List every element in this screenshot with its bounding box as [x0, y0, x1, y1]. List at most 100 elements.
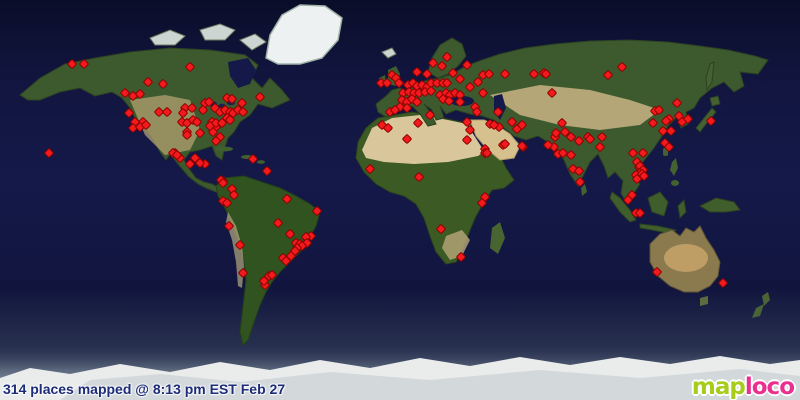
- location-dot: [394, 78, 404, 88]
- location-dot: [672, 98, 682, 108]
- location-dot: [224, 221, 234, 231]
- location-dot: [382, 78, 392, 88]
- location-dot: [185, 62, 195, 72]
- location-dot: [455, 74, 465, 84]
- location-dot: [585, 134, 595, 144]
- location-dot: [143, 77, 153, 87]
- location-dot: [617, 62, 627, 72]
- central-asia-desert: [490, 85, 660, 130]
- location-dot: [595, 142, 605, 152]
- location-dot: [566, 132, 576, 142]
- location-dot: [262, 166, 272, 176]
- location-dot: [442, 52, 452, 62]
- new-zealand: [752, 292, 770, 318]
- location-dot: [44, 148, 54, 158]
- location-dot: [639, 171, 649, 181]
- location-dot: [178, 108, 188, 118]
- location-dot: [436, 224, 446, 234]
- location-dot: [472, 107, 482, 117]
- location-dot: [281, 256, 291, 266]
- location-dot: [455, 97, 465, 107]
- location-dot: [192, 117, 202, 127]
- location-dot: [541, 69, 551, 79]
- location-dot: [141, 120, 151, 130]
- logo-loco-text: loco: [744, 374, 795, 400]
- location-dot: [195, 158, 205, 168]
- location-dot: [255, 92, 265, 102]
- location-dot: [204, 97, 214, 107]
- location-dot: [222, 198, 232, 208]
- location-dot: [551, 128, 561, 138]
- location-dot: [227, 94, 237, 104]
- location-dot: [225, 115, 235, 125]
- location-dot: [666, 126, 676, 136]
- sahara-desert: [362, 115, 492, 164]
- location-dot: [282, 194, 292, 204]
- location-dot: [482, 148, 492, 158]
- australia-outback: [664, 244, 708, 272]
- kalahari-desert: [442, 230, 470, 260]
- location-dot: [664, 142, 674, 152]
- location-dot: [414, 172, 424, 182]
- location-dot: [187, 103, 197, 113]
- location-dot: [574, 166, 584, 176]
- location-dot: [259, 276, 269, 286]
- location-dot: [425, 110, 435, 120]
- location-dot: [547, 88, 557, 98]
- hudson-bay: [228, 58, 256, 88]
- location-dot: [128, 123, 138, 133]
- location-dot: [507, 117, 517, 127]
- location-dot: [365, 164, 375, 174]
- location-dot: [529, 69, 539, 79]
- location-dot: [376, 78, 386, 88]
- location-dot: [635, 208, 645, 218]
- location-dot: [558, 148, 568, 158]
- location-dot: [432, 78, 442, 88]
- location-dot: [198, 105, 208, 115]
- greenland: [265, 4, 343, 65]
- location-dot: [217, 118, 227, 128]
- location-dot: [195, 128, 205, 138]
- location-dot: [493, 107, 503, 117]
- location-dot: [182, 130, 192, 140]
- location-dot: [462, 135, 472, 145]
- philippines: [670, 158, 679, 186]
- sri-lanka: [581, 184, 587, 196]
- japan: [695, 61, 721, 133]
- location-dot: [426, 86, 436, 96]
- arctic-islands: [149, 23, 397, 59]
- location-dot: [120, 88, 130, 98]
- location-dot: [484, 69, 494, 79]
- location-dot: [456, 252, 466, 262]
- location-dot: [412, 67, 422, 77]
- location-dot: [390, 105, 400, 115]
- location-dot: [557, 118, 567, 128]
- location-dot: [603, 70, 613, 80]
- maploco-logo[interactable]: maploco: [692, 374, 795, 400]
- location-dot: [477, 198, 487, 208]
- location-dot: [402, 134, 412, 144]
- indonesia: [609, 191, 741, 235]
- location-dot: [574, 136, 584, 146]
- location-dot: [172, 150, 182, 160]
- location-dot: [428, 58, 438, 68]
- location-dot: [154, 107, 164, 117]
- location-dot: [465, 125, 475, 135]
- location-dot: [654, 105, 664, 115]
- location-dot: [248, 154, 258, 164]
- location-dot: [124, 108, 134, 118]
- andes-ridge: [226, 212, 244, 288]
- location-dot: [500, 69, 510, 79]
- location-dot: [285, 229, 295, 239]
- location-dots: [44, 52, 728, 290]
- location-dot: [560, 127, 570, 137]
- location-dot: [623, 195, 633, 205]
- location-dot: [413, 118, 423, 128]
- location-dot: [462, 117, 472, 127]
- location-dot: [448, 68, 458, 78]
- location-dot: [67, 59, 77, 69]
- location-dot: [402, 103, 412, 113]
- location-dot: [218, 178, 228, 188]
